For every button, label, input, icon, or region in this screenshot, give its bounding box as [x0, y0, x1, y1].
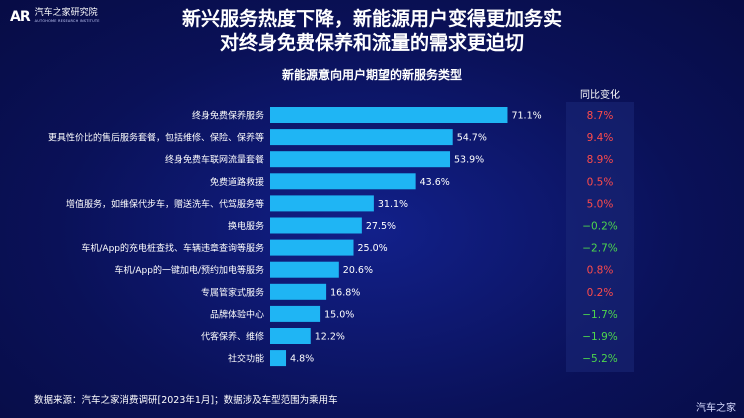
yoy-column-header: 同比变化: [580, 90, 620, 101]
bar: [270, 107, 508, 123]
bar-value-label: 15.0%: [324, 309, 354, 320]
yoy-change-label: 8.9%: [587, 154, 614, 166]
logo-name-en: AUTOHOME RESEARCH INSTITUTE: [34, 19, 100, 23]
bar-value-label: 25.0%: [358, 243, 388, 254]
logo-mark: AR: [10, 9, 31, 25]
category-label: 社交功能: [228, 353, 264, 365]
logo-name-cn: 汽车之家研究院: [34, 8, 98, 18]
category-label: 更具性价比的售后服务套餐，包括维修、保险、保养等: [48, 132, 264, 144]
yoy-change-label: 8.7%: [587, 110, 614, 122]
bar: [270, 217, 362, 234]
bar: [270, 151, 451, 168]
bar-value-label: 16.8%: [330, 287, 360, 298]
category-label: 免费道路救援: [210, 176, 264, 188]
category-label: 品牌体验中心: [210, 308, 264, 320]
category-label: 车机/App的充电桩查找、车辆违章查询等服务: [81, 242, 264, 254]
bar: [270, 283, 327, 300]
bar-value-label: 71.1%: [511, 111, 541, 122]
bar: [270, 239, 354, 256]
category-label: 代客保养、维修: [201, 331, 264, 343]
headline-line-1: 新兴服务热度下降，新能源用户变得更加务实: [181, 8, 562, 30]
yoy-change-label: 0.5%: [587, 176, 614, 188]
yoy-change-label: 0.2%: [587, 287, 614, 299]
yoy-column-background: [566, 102, 634, 372]
yoy-change-label: 9.4%: [587, 132, 614, 144]
bar: [270, 261, 339, 278]
bar-value-label: 12.2%: [315, 332, 345, 343]
category-label: 终身免费车联网流量套餐: [165, 154, 264, 166]
yoy-change-label: −0.2%: [582, 221, 617, 233]
bar: [270, 173, 416, 190]
bar-value-label: 20.6%: [343, 265, 373, 276]
category-label: 车机/App的一键加电/预约加电等服务: [114, 264, 264, 276]
yoy-change-label: −1.7%: [582, 309, 617, 321]
data-source-note: 数据来源：汽车之家消费调研[2023年1月]；数据涉及车型范围为乘用车: [34, 395, 338, 406]
watermark: 汽车之家: [696, 403, 736, 414]
yoy-change-label: −5.2%: [582, 353, 617, 365]
bar: [270, 328, 311, 344]
bar-value-label: 43.6%: [420, 177, 450, 188]
bar: [270, 129, 453, 146]
bar: [270, 195, 374, 212]
yoy-change-label: 5.0%: [587, 198, 614, 210]
yoy-change-label: −2.7%: [582, 243, 617, 255]
headline-line-2: 对终身免费保养和流量的需求更迫切: [219, 32, 524, 54]
category-label: 增值服务，如维保代步车，赠送洗车、代驾服务等: [66, 198, 264, 210]
category-label: 换电服务: [228, 220, 264, 232]
bar-value-label: 31.1%: [378, 199, 408, 210]
bar-value-label: 53.9%: [454, 155, 484, 166]
category-label: 终身免费保养服务: [192, 110, 264, 122]
yoy-change-label: 0.8%: [587, 265, 614, 277]
bar-value-label: 54.7%: [457, 133, 487, 144]
chart-title: 新能源意向用户期望的新服务类型: [281, 68, 462, 82]
bar-value-label: 27.5%: [366, 221, 396, 232]
bar: [270, 350, 287, 367]
bar-value-label: 4.8%: [290, 354, 314, 365]
category-label: 专属管家式服务: [201, 286, 264, 298]
bar: [270, 305, 321, 322]
brand-logo: AR 汽车之家研究院 AUTOHOME RESEARCH INSTITUTE: [10, 8, 100, 26]
yoy-change-label: −1.9%: [582, 331, 617, 343]
